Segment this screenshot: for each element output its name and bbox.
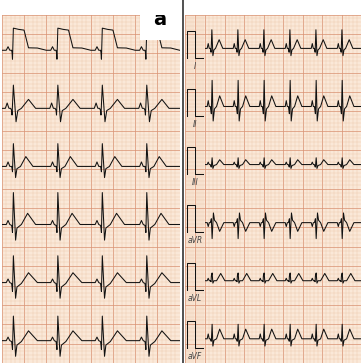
Text: aVR: aVR [188, 236, 203, 245]
Text: II: II [193, 120, 197, 129]
Text: aVL: aVL [188, 294, 202, 303]
Text: aVF: aVF [188, 352, 202, 361]
Text: a: a [153, 11, 166, 29]
Text: III: III [192, 178, 199, 187]
Text: I: I [194, 62, 196, 71]
